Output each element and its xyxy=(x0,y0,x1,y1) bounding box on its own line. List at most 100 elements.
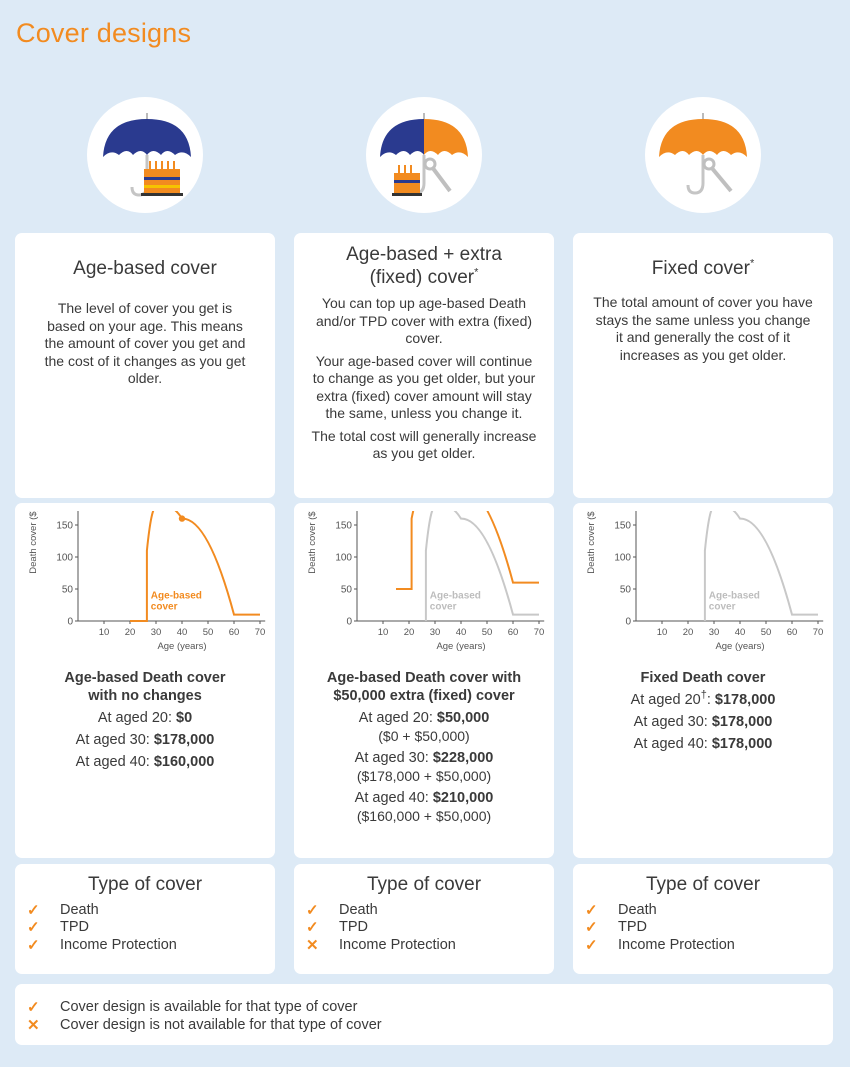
check-icon: ✓ xyxy=(585,936,598,954)
y-tick-label: 0 xyxy=(67,617,73,628)
x-tick-label: 10 xyxy=(378,627,389,638)
cover-type-item: ✓ TPD xyxy=(585,919,833,936)
check-icon: ✓ xyxy=(27,936,40,954)
x-tick-label: 20 xyxy=(125,627,136,638)
fixed-chart: 05010015020025010203040506070KDeath cove… xyxy=(586,511,824,652)
x-tick-label: 50 xyxy=(203,627,214,638)
age-based-chart: 05010015020025010203040506070KDeath cove… xyxy=(28,511,266,652)
cover-type-label: Income Protection xyxy=(60,936,177,953)
cover-type-item: ✓ TPD xyxy=(27,919,275,937)
x-tick-label: 40 xyxy=(735,627,746,638)
series-line xyxy=(396,511,539,590)
x-axis-label: Age (years) xyxy=(436,641,485,652)
cover-type-item: ✓ Death xyxy=(27,901,275,919)
y-tick-label: 150 xyxy=(335,521,352,532)
fixed-description-panel: Fixed cover* The total amount of cover y… xyxy=(573,233,833,498)
umbrella-cake-icon xyxy=(87,97,203,213)
series-line xyxy=(130,511,260,622)
age-based-extra-description-panel: Age-based + extra (fixed) cover* You can… xyxy=(294,233,554,498)
x-axis-label: Age (years) xyxy=(157,641,206,652)
umbrella-cake-wrench-icon xyxy=(366,97,482,213)
age-based-extra-example: Age-based Death cover with $50,000 extra… xyxy=(326,670,522,824)
age-based-extra-chart: 05010015020025010203040506070KDeath cove… xyxy=(307,511,545,652)
x-tick-label: 30 xyxy=(430,627,441,638)
cover-type-label: Income Protection xyxy=(339,936,456,953)
legend-label: Cover design is not available for that t… xyxy=(60,1017,382,1033)
legend-item: ✓ Cover design is available for that type… xyxy=(27,998,833,1016)
age-based-cover-annotation: Age-based cover xyxy=(709,591,760,613)
y-axis-label: Death cover ($) xyxy=(586,511,597,574)
x-tick-label: 30 xyxy=(151,627,162,638)
cross-icon: ✕ xyxy=(27,1017,40,1034)
age-based-title: Age-based cover xyxy=(73,258,217,279)
x-tick-label: 60 xyxy=(508,627,519,638)
cover-type-label: TPD xyxy=(618,919,647,936)
y-tick-label: 0 xyxy=(625,617,631,628)
x-tick-label: 70 xyxy=(813,627,824,638)
age-based-description-panel: Age-based cover The level of cover you g… xyxy=(15,233,275,498)
cover-type-item: ✓ Death xyxy=(306,901,554,919)
age-based-example: Age-based Death cover with no changes At… xyxy=(64,670,226,770)
data-point xyxy=(178,515,186,522)
x-tick-label: 40 xyxy=(456,627,467,638)
y-tick-label: 50 xyxy=(620,585,632,596)
x-tick-label: 60 xyxy=(787,627,798,638)
legend-label: Cover design is available for that type … xyxy=(60,999,358,1015)
check-icon: ✓ xyxy=(27,919,40,937)
age-based-extra-title: Age-based + extra (fixed) cover* xyxy=(346,244,502,288)
check-icon: ✓ xyxy=(306,901,319,919)
age-based-cover-annotation: Age-based cover xyxy=(430,591,481,613)
fixed-example: Fixed Death cover At aged 20†: $178,000 … xyxy=(630,670,776,752)
x-tick-label: 10 xyxy=(657,627,668,638)
check-icon: ✓ xyxy=(27,901,40,919)
y-tick-label: 0 xyxy=(346,617,352,628)
age-based-extra-type-panel: Type of cover ✓ Death ✓ TPD ✕ Income Protecti… xyxy=(294,864,554,974)
y-tick-label: 100 xyxy=(335,553,352,564)
x-tick-label: 40 xyxy=(177,627,188,638)
y-tick-label: 50 xyxy=(341,585,353,596)
age-based-chart-panel: 05010015020025010203040506070KDeath cove… xyxy=(15,503,275,858)
y-tick-label: 50 xyxy=(62,585,74,596)
cover-type-label: Death xyxy=(60,901,99,918)
fixed-chart-panel: 05010015020025010203040506070KDeath cove… xyxy=(573,503,833,858)
umbrella-wrench-icon xyxy=(645,97,761,213)
age-based-extra-chart-panel: 05010015020025010203040506070KDeath cove… xyxy=(294,503,554,858)
legend-item: ✕ Cover design is not available for that … xyxy=(27,1016,833,1034)
fixed-description: The total amount of cover you have stays… xyxy=(593,294,813,363)
y-axis-label: Death cover ($) xyxy=(28,511,39,574)
x-tick-label: 30 xyxy=(709,627,720,638)
cover-type-label: Income Protection xyxy=(618,936,735,953)
type-of-cover-title: Type of cover xyxy=(645,874,761,895)
x-tick-label: 50 xyxy=(482,627,493,638)
cover-type-item: ✓ Income Protection xyxy=(585,936,833,954)
cover-type-label: TPD xyxy=(60,919,89,936)
legend-list: ✓ Cover design is available for that type… xyxy=(15,984,833,1034)
age-based-cover-annotation: Age-based cover xyxy=(151,591,202,613)
x-tick-label: 10 xyxy=(99,627,110,638)
age-based-type-panel: Type of cover ✓ Death ✓ TPD ✓ Income Protecti… xyxy=(15,864,275,974)
y-tick-label: 150 xyxy=(56,521,73,532)
x-tick-label: 70 xyxy=(534,627,545,638)
type-of-cover-title: Type of cover xyxy=(366,874,482,895)
x-tick-label: 20 xyxy=(404,627,415,638)
y-tick-label: 150 xyxy=(614,521,631,532)
check-icon: ✓ xyxy=(306,919,319,937)
x-tick-label: 60 xyxy=(229,627,240,638)
x-tick-label: 20 xyxy=(683,627,694,638)
check-icon: ✓ xyxy=(27,999,40,1016)
y-tick-label: 100 xyxy=(614,553,631,564)
cover-type-item: ✓ Death xyxy=(585,901,833,919)
cover-type-item: ✓ TPD xyxy=(306,919,554,937)
legend-panel: ✓ Cover design is available for that type… xyxy=(15,984,833,1045)
cover-type-item: ✕ Income Protection xyxy=(306,936,554,954)
cross-icon: ✕ xyxy=(306,936,319,954)
cover-type-label: TPD xyxy=(339,919,368,936)
x-tick-label: 50 xyxy=(761,627,772,638)
x-tick-label: 70 xyxy=(255,627,266,638)
cover-type-label: Death xyxy=(618,901,657,918)
y-tick-label: 100 xyxy=(56,553,73,564)
series-line xyxy=(703,511,818,621)
age-based-description: The level of cover you get is based on y… xyxy=(44,300,246,386)
cover-type-item: ✓ Income Protection xyxy=(27,936,275,954)
series-line xyxy=(424,511,539,621)
